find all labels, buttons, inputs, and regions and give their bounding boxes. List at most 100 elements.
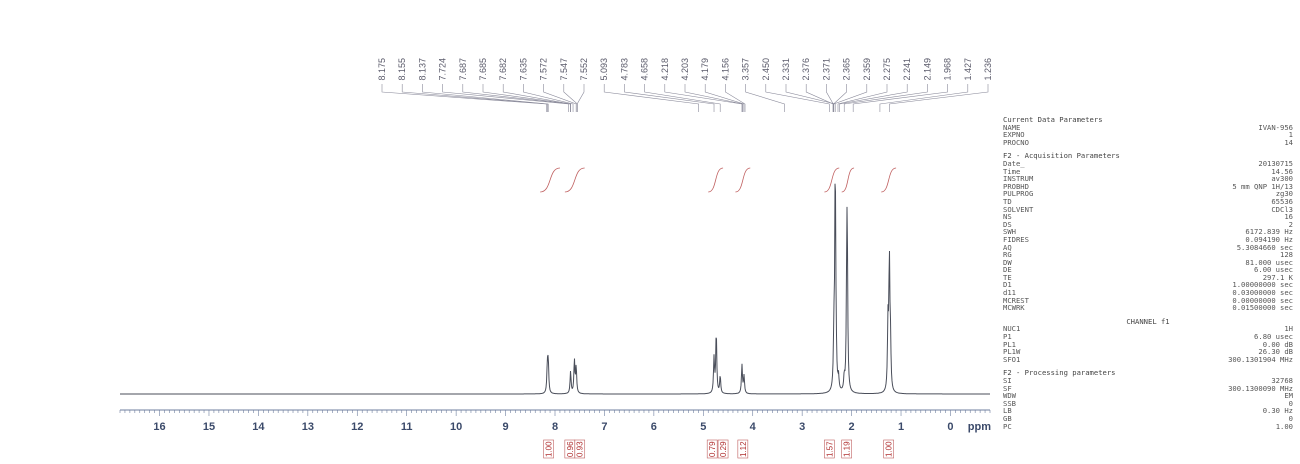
peak-label: 4.203	[680, 58, 690, 81]
params-row: SFO1 300.1301904 MHz	[1003, 356, 1293, 364]
peak-label: 7.635	[518, 58, 528, 81]
x-tick-label: 3	[799, 421, 805, 433]
param-value: 26.30 dB	[1258, 347, 1293, 357]
param-key: SFO1	[1003, 354, 1021, 364]
params-row: PL1 0.00 dB	[1003, 341, 1293, 349]
peak-leader-line	[664, 84, 743, 112]
param-value: 297.1 K	[1262, 272, 1293, 282]
param-key: PL1W	[1003, 347, 1021, 357]
peak-label: 4.783	[619, 58, 629, 81]
param-value: 1.00000000 sec	[1232, 280, 1293, 290]
param-key: Time	[1003, 166, 1021, 176]
peak-label-leaders	[381, 84, 989, 112]
peak-label: 2.241	[902, 58, 912, 81]
x-tick-label: 4	[750, 421, 757, 433]
params-spacer	[1003, 430, 1293, 436]
peak-label: 7.547	[559, 58, 569, 81]
param-key: SF	[1003, 383, 1012, 393]
params-row: EXPNO 1	[1003, 131, 1293, 139]
peak-label: 4.179	[700, 58, 710, 81]
params-row: TE 297.1 K	[1003, 274, 1293, 282]
x-tick-label: 12	[351, 421, 363, 433]
param-key: SOLVENT	[1003, 204, 1034, 214]
param-value: 14.56	[1271, 166, 1293, 176]
integral-curve	[564, 167, 585, 193]
x-tick-label: 2	[849, 421, 855, 433]
params-row: MCWRK 0.01500000 sec	[1003, 304, 1293, 312]
param-value: 0.30 Hz	[1262, 406, 1293, 416]
x-tick-label: 14	[252, 421, 265, 433]
param-value: 32768	[1271, 376, 1293, 385]
params-row: FIDRES 0.094190 Hz	[1003, 236, 1293, 244]
peak-leader-line	[644, 84, 721, 112]
params-row: PC 1.00	[1003, 422, 1293, 431]
params-row: LB 0.30 Hz	[1003, 407, 1293, 415]
params-heading: F2 - Processing parameters	[1003, 368, 1116, 378]
param-key: LB	[1003, 406, 1012, 416]
peak-label: 7.572	[539, 58, 549, 81]
peak-leader-line	[704, 84, 745, 112]
param-key: WDW	[1003, 391, 1016, 401]
peak-leader-line	[543, 84, 577, 112]
params-row: SOLVENT CDCl3	[1003, 204, 1293, 214]
param-key: P1	[1003, 332, 1012, 342]
peak-label: 5.093	[599, 58, 609, 81]
param-key: PROBHD	[1003, 181, 1029, 191]
param-value: av300	[1271, 174, 1293, 184]
params-heading: F2 - Acquisition Parameters	[1003, 151, 1120, 161]
peak-label: 2.359	[862, 58, 872, 81]
param-value: 0.00 dB	[1262, 339, 1293, 349]
integral-curve	[881, 167, 897, 193]
peak-label: 7.687	[458, 58, 468, 81]
params-row: DE 6.00 usec	[1003, 266, 1293, 274]
param-value: 1	[1288, 130, 1293, 140]
peak-leader-line	[785, 84, 836, 112]
peak-leader-line	[725, 84, 746, 112]
integral-value: 0.93	[576, 441, 585, 457]
peak-label: 7.724	[438, 58, 448, 81]
param-key: TD	[1003, 196, 1012, 206]
param-value: CDCl3	[1271, 204, 1293, 214]
peak-label: 4.218	[660, 58, 670, 81]
param-key: MCWRK	[1003, 303, 1025, 313]
acquisition-parameters-panel: Current Data Parameters NAME IVAN-956 EXPNO…	[1003, 116, 1293, 436]
param-key: DW	[1003, 257, 1012, 267]
integral-box	[543, 439, 554, 459]
param-key: INSTRUM	[1003, 174, 1034, 184]
param-key: NUC1	[1003, 324, 1021, 334]
peak-leader-line	[422, 84, 549, 112]
peak-leader-line	[843, 84, 928, 112]
params-row: NS 16	[1003, 213, 1293, 221]
params-row: SI 32768	[1003, 377, 1293, 385]
params-row: SSB 0	[1003, 400, 1293, 408]
param-value: 300.1300090 MHz	[1228, 383, 1293, 393]
param-value: 0.01500000 sec	[1232, 303, 1293, 313]
peak-label: 3.357	[741, 58, 751, 81]
x-tick-label: 10	[450, 421, 462, 433]
params-row: d11 0.03000000 sec	[1003, 289, 1293, 297]
param-value: 0	[1288, 413, 1293, 423]
peak-label: 2.149	[922, 58, 932, 81]
integral-value: 1.00	[885, 441, 894, 457]
integral-box	[737, 439, 749, 459]
integral-curves	[540, 167, 897, 193]
integral-value: 1.19	[843, 441, 852, 457]
param-value: zg30	[1275, 189, 1293, 199]
param-value: EM	[1284, 391, 1293, 401]
param-key: NS	[1003, 212, 1012, 222]
param-key: NAME	[1003, 122, 1021, 132]
params-row: WDW EM	[1003, 392, 1293, 400]
param-value: 20130715	[1258, 158, 1293, 168]
params-row: NAME IVAN-956	[1003, 122, 1293, 132]
param-value: 0.094190 Hz	[1245, 234, 1293, 244]
params-row: SF 300.1300090 MHz	[1003, 383, 1293, 393]
peak-label: 2.376	[801, 58, 811, 81]
params-row: TD 65536	[1003, 198, 1293, 206]
param-key: AQ	[1003, 242, 1012, 252]
peak-label: 8.155	[397, 58, 407, 81]
integral-box	[883, 439, 894, 459]
peak-label: 2.331	[781, 58, 791, 81]
param-value: 81.000 usec	[1245, 257, 1293, 267]
param-key: EXPNO	[1003, 130, 1025, 140]
peak-label: 4.156	[720, 58, 730, 81]
